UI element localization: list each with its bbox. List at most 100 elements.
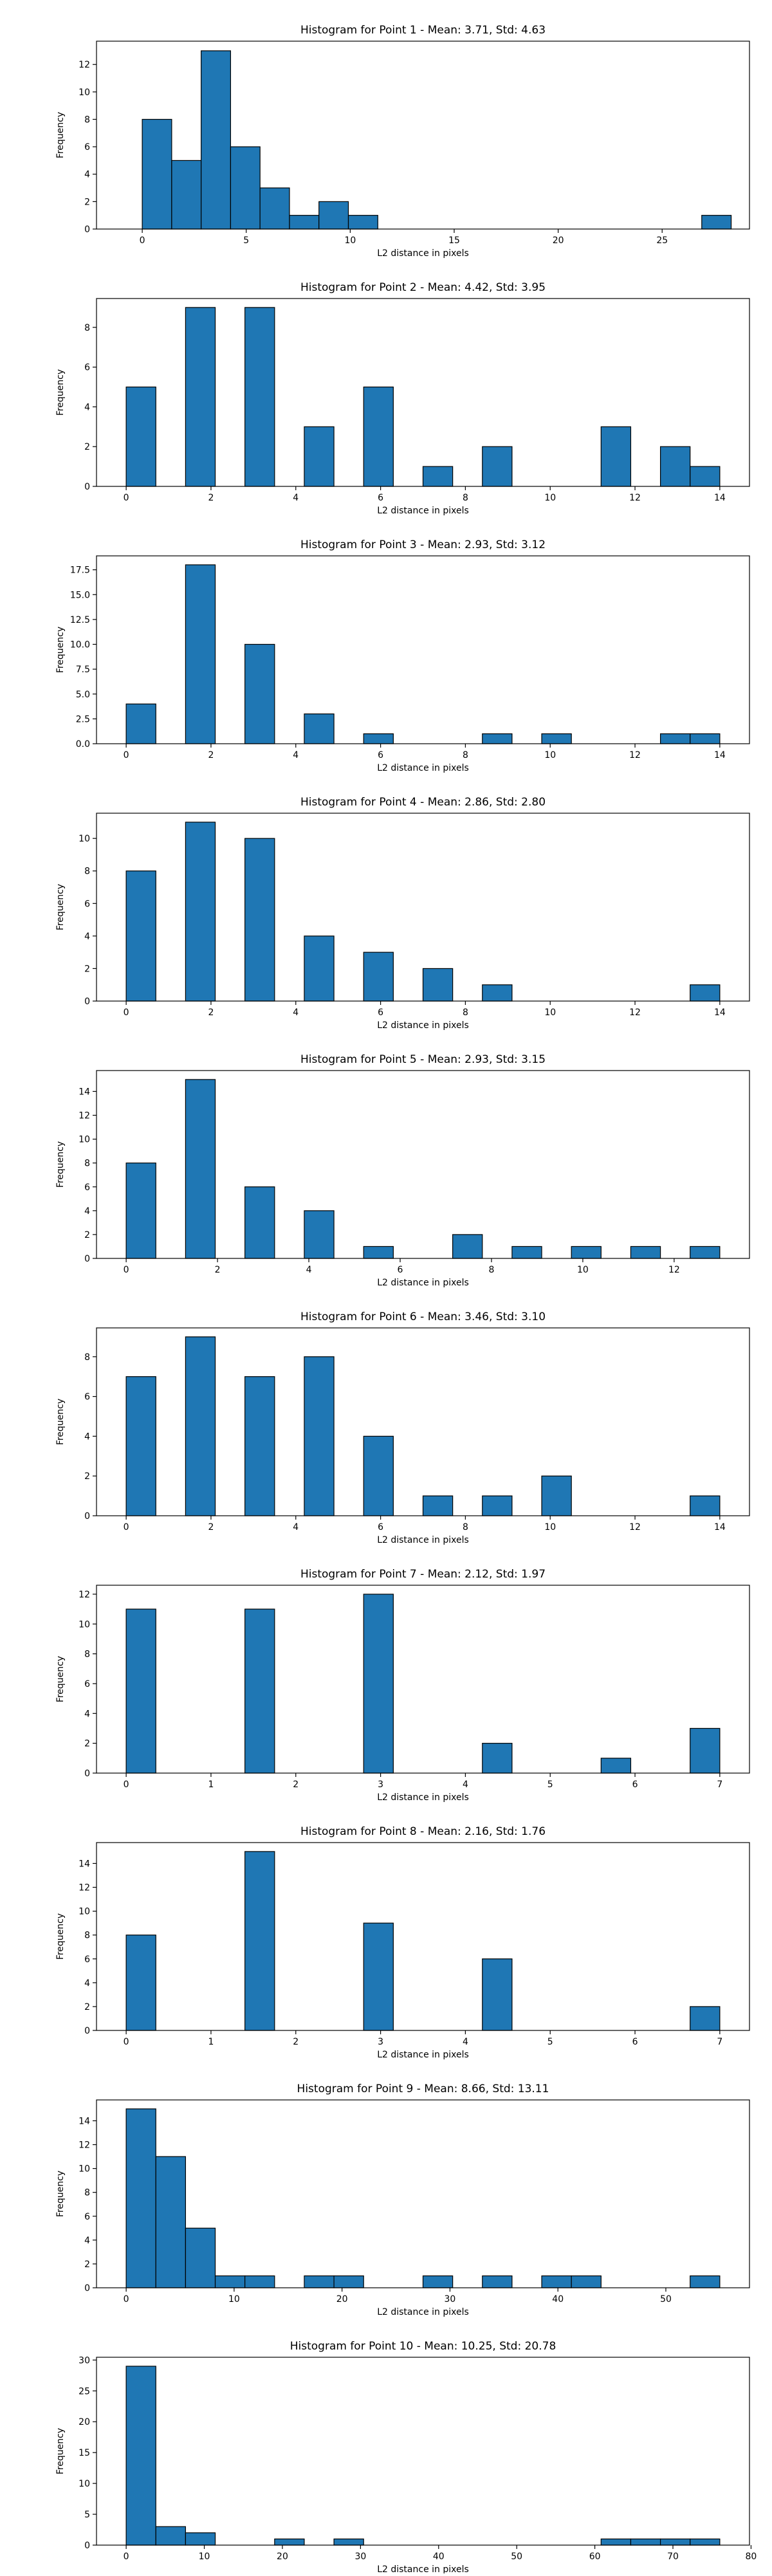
y-axis-label: Frequency (55, 884, 66, 930)
histogram-panel-6: Histogram for Point 6 - Mean: 3.46, Std:… (55, 1311, 750, 1545)
axes-frame (96, 1070, 750, 1259)
y-tick-label: 12 (78, 1590, 90, 1600)
x-tick-label: 80 (746, 2552, 757, 2562)
histogram-bar (244, 1608, 275, 1774)
y-tick-label: 8 (84, 1650, 90, 1660)
y-tick-label: 12 (78, 60, 90, 70)
histogram-panel-8: Histogram for Point 8 - Mean: 2.16, Std:… (55, 1825, 750, 2060)
axes-frame (96, 298, 750, 487)
x-tick-label: 0 (124, 2037, 129, 2047)
x-tick-label: 0 (124, 1265, 129, 1275)
histogram-bar (125, 1608, 156, 1774)
histogram-bar (422, 466, 454, 487)
histogram-bar (155, 2526, 187, 2546)
histogram-bar (541, 1475, 572, 1516)
y-axis-label: Frequency (55, 627, 66, 673)
histogram-bar (363, 1246, 394, 1259)
x-axis-label: L2 distance in pixels (377, 763, 469, 773)
histogram-bar (185, 307, 216, 487)
histogram-bar (452, 1234, 483, 1259)
x-tick-label: 0 (140, 235, 145, 246)
histogram-bar (482, 1958, 513, 2031)
y-tick-label: 6 (84, 1182, 90, 1193)
histogram-panel-1: Histogram for Point 1 - Mean: 3.71, Std:… (55, 24, 750, 259)
chart-title: Histogram for Point 10 - Mean: 10.25, St… (290, 2340, 556, 2353)
histogram-bar (482, 1743, 513, 1774)
y-tick-label: 2 (84, 197, 90, 207)
histogram-bar (304, 1356, 335, 1516)
y-tick-label: 6 (84, 1392, 90, 1403)
x-tick-label: 5 (547, 2037, 553, 2047)
x-tick-label: 10 (228, 2294, 240, 2305)
histogram-bar (125, 1935, 156, 2031)
y-tick-label: 20 (78, 2417, 90, 2427)
histogram-bar (304, 1210, 335, 1259)
x-tick-label: 4 (463, 2037, 468, 2047)
y-tick-label: 8 (84, 323, 90, 333)
y-tick-label: 12 (78, 1111, 90, 1121)
y-tick-label: 25 (78, 2386, 90, 2397)
x-tick-label: 0 (124, 2294, 129, 2305)
x-axis-label: L2 distance in pixels (377, 506, 469, 516)
y-tick-label: 14 (78, 1087, 90, 1097)
y-tick-label: 10 (78, 2479, 90, 2489)
x-tick-label: 6 (378, 1522, 383, 1532)
axes-frame (96, 2357, 750, 2546)
y-tick-label: 10 (78, 1619, 90, 1630)
x-tick-label: 2 (208, 750, 214, 760)
y-tick-label: 12 (78, 2140, 90, 2151)
y-tick-label: 6 (84, 142, 90, 152)
x-tick-label: 1 (208, 2037, 214, 2047)
histogram-bar (701, 215, 732, 230)
histogram-panel-3: Histogram for Point 3 - Mean: 2.93, Std:… (55, 538, 750, 773)
x-tick-label: 10 (199, 2552, 210, 2562)
x-tick-label: 2 (208, 1522, 214, 1532)
histogram-bar (659, 446, 691, 487)
histogram-bar (690, 733, 721, 744)
histogram-bar (185, 2227, 216, 2288)
y-tick-label: 6 (84, 1679, 90, 1689)
x-tick-label: 4 (293, 1007, 299, 1018)
x-tick-label: 14 (714, 1007, 726, 1018)
x-axis-label: L2 distance in pixels (377, 1792, 469, 1803)
y-tick-label: 10 (78, 1135, 90, 1145)
histogram-panel-9: Histogram for Point 9 - Mean: 8.66, Std:… (55, 2083, 750, 2317)
y-tick-label: 5.0 (76, 690, 90, 700)
histogram-bar (244, 1376, 275, 1516)
histogram-bar (244, 643, 275, 744)
histogram-panel-2: Histogram for Point 2 - Mean: 4.42, Std:… (55, 281, 750, 516)
histogram-bar (363, 1435, 394, 1516)
x-tick-label: 8 (489, 1265, 495, 1275)
y-tick-label: 4 (84, 402, 90, 412)
chart-title: Histogram for Point 1 - Mean: 3.71, Std:… (300, 24, 546, 37)
x-tick-label: 4 (293, 493, 299, 503)
chart-title: Histogram for Point 4 - Mean: 2.86, Std:… (300, 796, 546, 809)
histogram-bar (363, 952, 394, 1002)
chart-title: Histogram for Point 7 - Mean: 2.12, Std:… (300, 1568, 546, 1581)
y-tick-label: 2 (84, 1739, 90, 1749)
histogram-bar (125, 870, 156, 1002)
x-tick-label: 12 (629, 750, 641, 760)
x-tick-label: 12 (629, 1522, 641, 1532)
x-tick-label: 4 (293, 750, 299, 760)
chart-title: Histogram for Point 2 - Mean: 4.42, Std:… (300, 281, 546, 294)
histogram-bar (659, 733, 691, 744)
histogram-bar (541, 733, 572, 744)
histogram-bar (304, 426, 335, 487)
axes-frame (96, 2099, 750, 2288)
y-tick-label: 15.0 (70, 590, 90, 600)
histogram-panel-10: Histogram for Point 10 - Mean: 10.25, St… (55, 2340, 757, 2575)
histogram-bar (690, 2538, 721, 2546)
histogram-bar (630, 1246, 661, 1259)
y-tick-label: 10 (78, 87, 90, 98)
x-tick-label: 2 (215, 1265, 221, 1275)
x-tick-label: 14 (714, 493, 726, 503)
x-axis-label: L2 distance in pixels (377, 1535, 469, 1545)
x-tick-label: 0 (124, 1780, 129, 1790)
histogram-bar (214, 2275, 246, 2288)
histogram-bar (185, 564, 216, 744)
axes-frame (96, 555, 750, 744)
histogram-bar (482, 984, 513, 1002)
histogram-bar (171, 160, 202, 230)
